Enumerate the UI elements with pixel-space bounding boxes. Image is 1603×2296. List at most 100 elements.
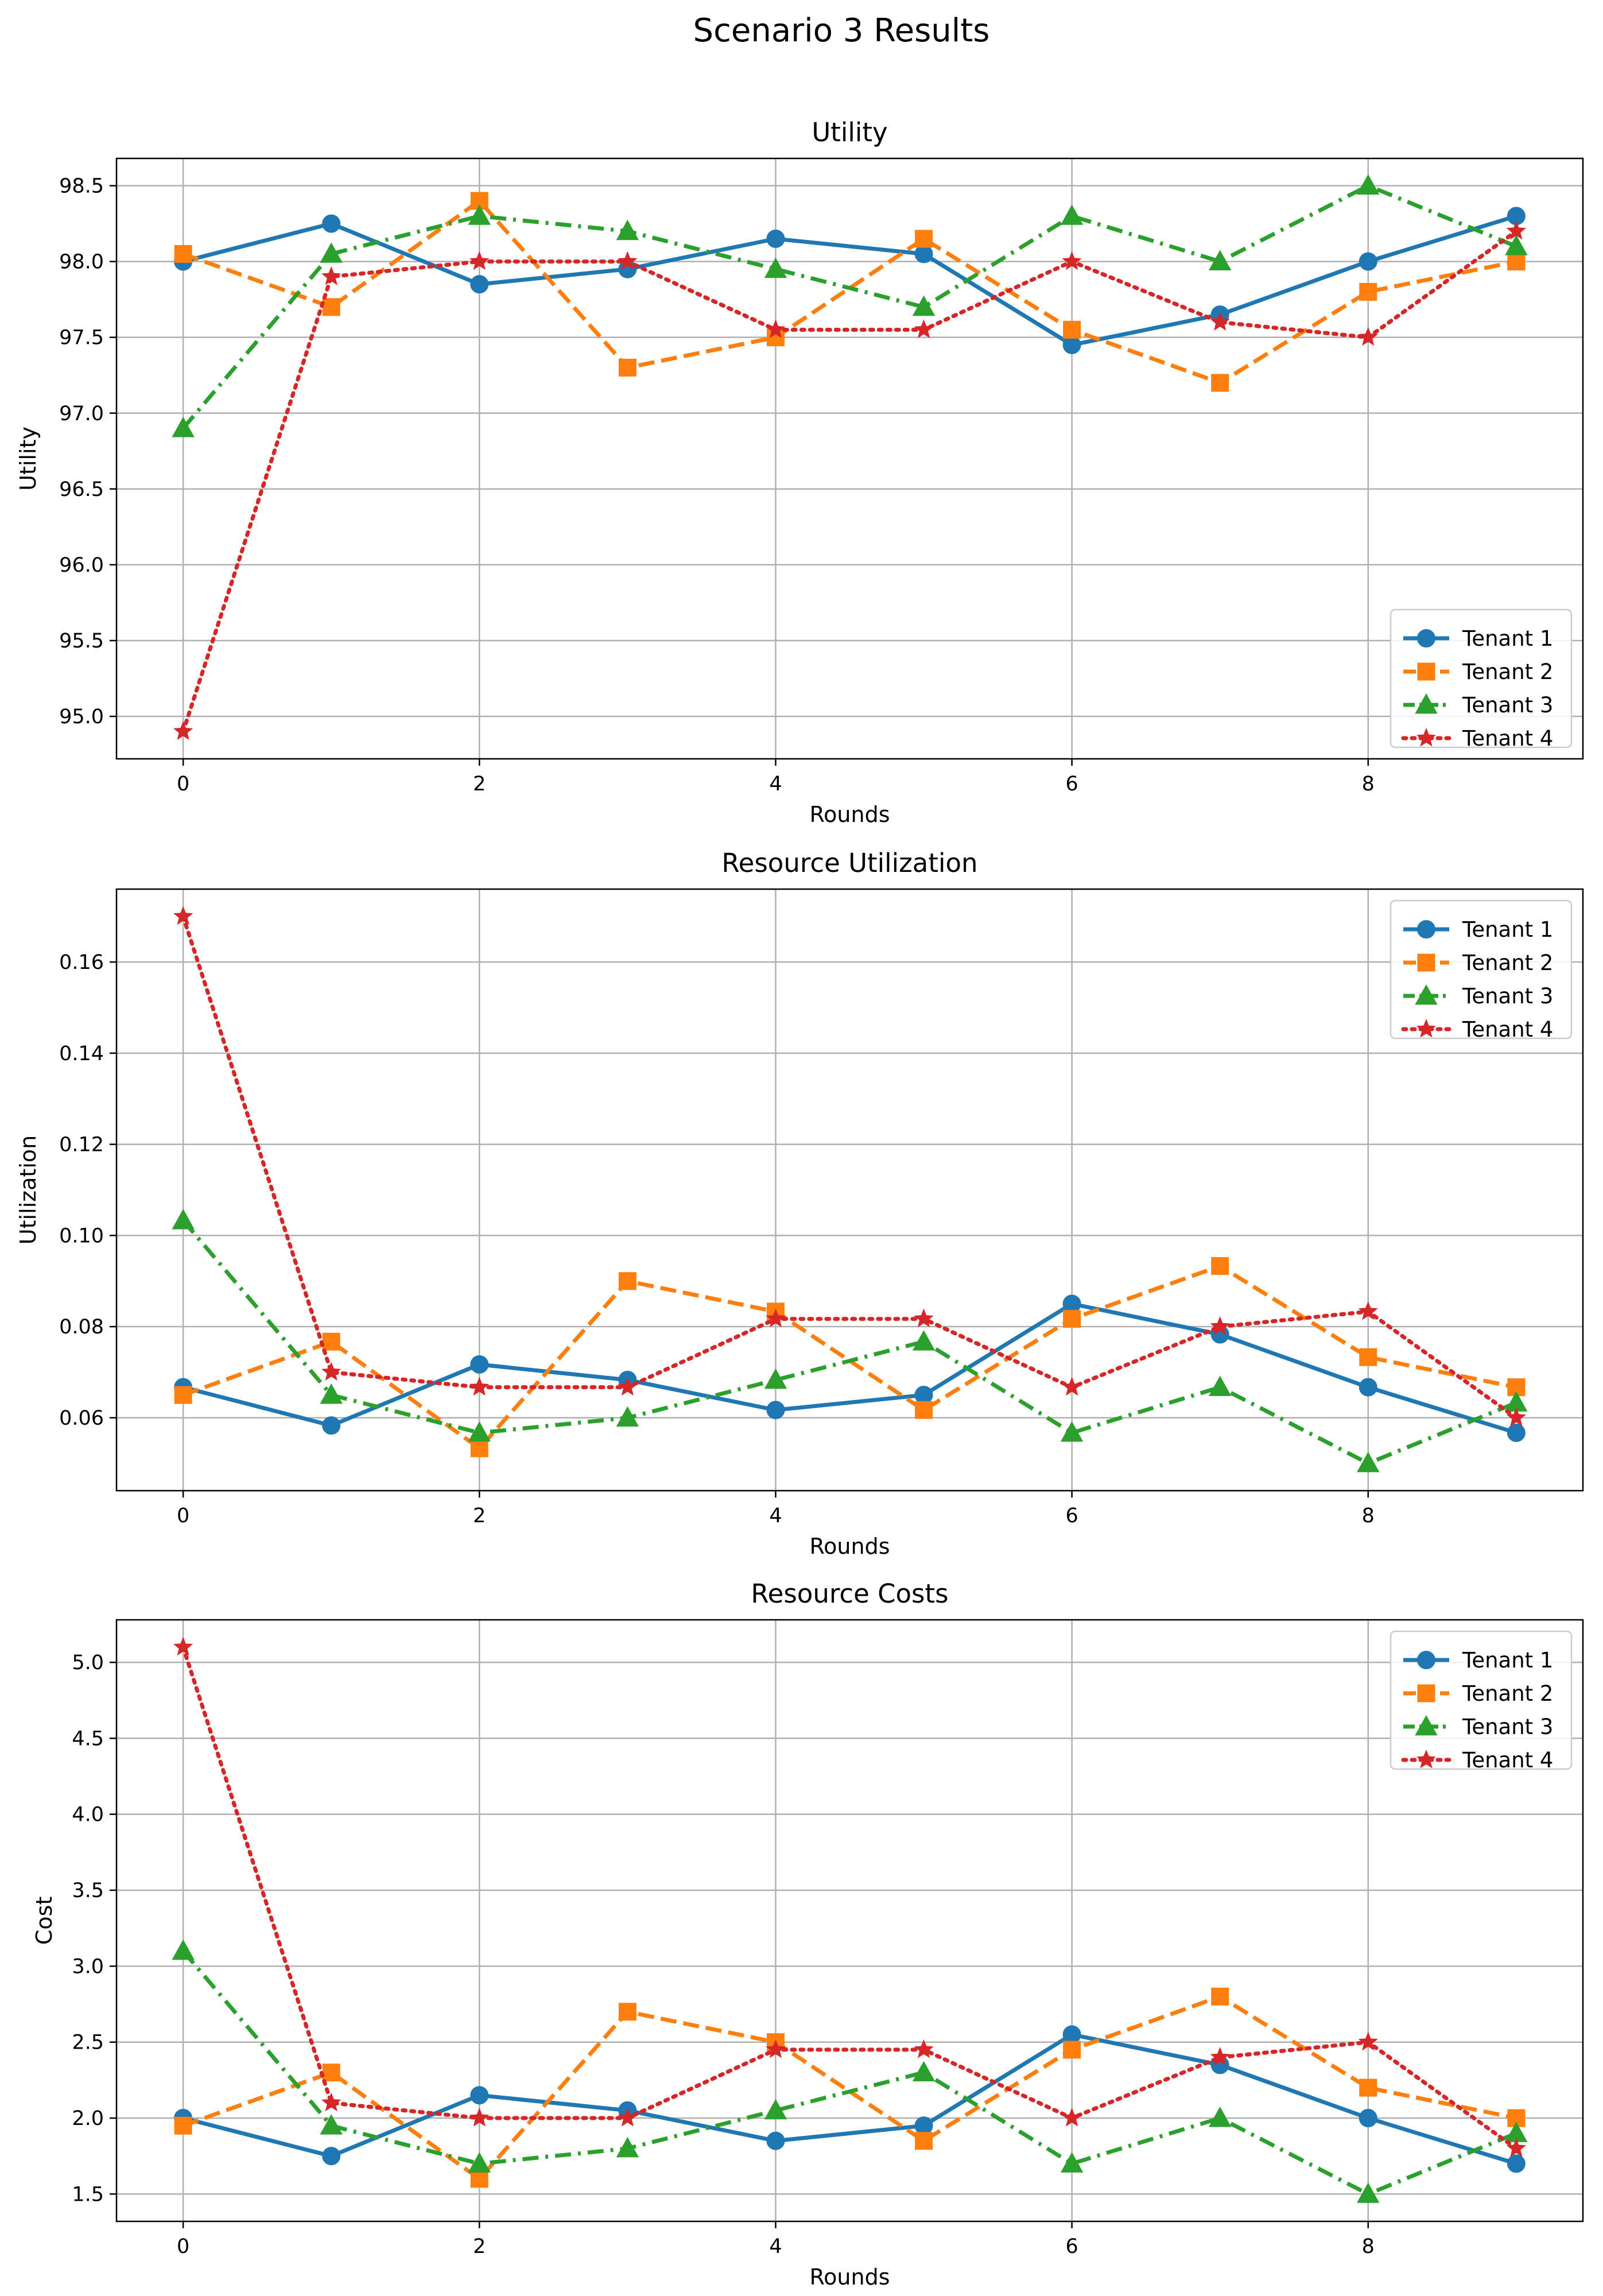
data-point — [1062, 2107, 1082, 2127]
legend: Tenant 1 Tenant 2 Tenant 3 Tenant 4 — [1389, 899, 1573, 1042]
legend-label: Tenant 4 — [1462, 1748, 1553, 1773]
y-tick-label: 1.5 — [72, 2183, 104, 2206]
series-line — [181, 1949, 1517, 2196]
legend-entry-tenant-1: Tenant 1 — [1403, 626, 1553, 651]
data-point — [469, 1376, 490, 1396]
legend-marker — [1417, 953, 1435, 972]
series-tenant-1 — [174, 2025, 1526, 2173]
x-tick-label: 4 — [769, 1504, 782, 1527]
y-axis-label: Utilization — [15, 1135, 41, 1244]
series-line — [183, 1302, 1517, 1435]
y-tick-label: 5.0 — [72, 1651, 104, 1674]
data-point — [914, 1386, 933, 1405]
panel-title: Utility — [812, 117, 887, 148]
data-point — [1505, 235, 1528, 255]
series-line — [182, 199, 1517, 385]
x-tick-label: 8 — [1362, 2235, 1375, 2258]
data-point — [468, 1421, 491, 1442]
y-tick-label: 2.0 — [72, 2107, 104, 2130]
series-line — [182, 1994, 1517, 2181]
data-point — [618, 2003, 636, 2021]
data-point — [322, 1332, 340, 1351]
y-tick-label: 0.10 — [59, 1224, 104, 1247]
data-point — [322, 214, 341, 233]
series-tenant-4 — [173, 906, 1527, 1426]
legend-marker — [1416, 1749, 1437, 1768]
legend-entry-tenant-3: Tenant 3 — [1403, 693, 1553, 718]
legend-marker — [1415, 1715, 1438, 1736]
series-line — [181, 1219, 1517, 1465]
y-axis-label: Utility — [15, 426, 41, 491]
data-point — [1211, 374, 1229, 392]
x-tick-label: 0 — [177, 1504, 189, 1527]
legend-label: Tenant 2 — [1462, 951, 1553, 975]
data-point — [764, 1368, 787, 1389]
y-tick-label: 0.14 — [59, 1042, 104, 1065]
data-point — [470, 1439, 488, 1457]
legend-label: Tenant 2 — [1462, 660, 1553, 684]
y-tick-label: 96.5 — [59, 478, 104, 501]
x-tick-label: 2 — [473, 1504, 486, 1527]
panel-title: Resource Costs — [751, 1578, 948, 1609]
data-point — [1359, 1348, 1377, 1366]
data-point — [470, 1355, 489, 1374]
x-tick-label: 2 — [473, 2235, 486, 2258]
x-tick-label: 2 — [473, 773, 486, 796]
y-tick-label: 97.5 — [59, 327, 104, 350]
y-tick-label: 98.0 — [59, 251, 104, 274]
data-point — [766, 1308, 786, 1328]
panel-utilization: 0 2 4 6 8 0.06 0.08 0.10 0.12 0.14 0.16 Resource Ut… — [15, 848, 1584, 1559]
data-point — [1359, 2109, 1377, 2128]
data-point — [321, 2092, 341, 2112]
data-point — [173, 721, 193, 740]
legend-entry-tenant-2: Tenant 2 — [1403, 660, 1553, 684]
data-point — [915, 230, 933, 248]
y-tick-label: 4.0 — [72, 1804, 104, 1826]
series-line — [183, 214, 1517, 347]
data-point — [1210, 312, 1230, 331]
data-point — [172, 1209, 195, 1230]
data-point — [470, 2170, 488, 2188]
data-point — [914, 1308, 934, 1328]
legend-entry-tenant-1: Tenant 1 — [1403, 1648, 1553, 1673]
data-point — [764, 257, 787, 278]
data-point — [618, 1376, 638, 1396]
data-point — [1358, 327, 1378, 346]
data-point — [174, 245, 192, 263]
data-point — [320, 2114, 343, 2135]
y-tick-label: 95.0 — [59, 705, 104, 728]
y-tick-label: 0.12 — [59, 1134, 104, 1157]
series-line — [181, 914, 1519, 1420]
data-point — [1359, 252, 1377, 271]
legend-label: Tenant 4 — [1462, 726, 1553, 751]
legend-marker — [1417, 1684, 1435, 1702]
data-point — [618, 1272, 636, 1290]
data-point — [469, 251, 490, 270]
axes-frame — [115, 1619, 1584, 2223]
data-point — [764, 2099, 787, 2120]
series-tenant-4 — [173, 1636, 1527, 2157]
panel-costs: 0 2 4 6 8 1.5 2.0 2.5 3.0 3.5 4.0 4.5 5.0 Resource Co… — [32, 1578, 1584, 2290]
data-point — [173, 906, 193, 925]
data-point — [321, 1362, 341, 1381]
series-line — [183, 2033, 1517, 2166]
data-point — [1062, 1294, 1081, 1313]
series-tenant-2 — [174, 1987, 1526, 2188]
legend-marker — [1417, 1651, 1435, 1669]
y-tick-label: 95.5 — [59, 630, 104, 653]
data-point — [1062, 251, 1082, 270]
data-point — [616, 1406, 639, 1427]
data-point — [172, 1939, 195, 1960]
data-point — [1359, 2078, 1377, 2097]
x-axis-label: Rounds — [809, 2264, 890, 2290]
plot-area — [172, 174, 1528, 740]
data-point — [1063, 320, 1081, 339]
legend-entry-tenant-4: Tenant 4 — [1401, 1748, 1553, 1773]
y-tick-label: 2.5 — [72, 2031, 104, 2054]
data-point — [322, 2147, 341, 2166]
axes-frame — [115, 157, 1584, 760]
data-point — [322, 1416, 341, 1435]
series-line — [181, 1645, 1519, 2151]
data-point — [1507, 253, 1526, 271]
